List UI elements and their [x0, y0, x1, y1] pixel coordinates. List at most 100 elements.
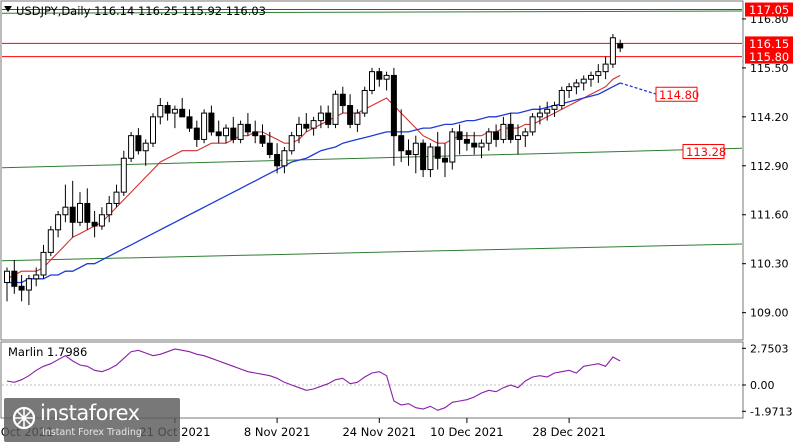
candle-body — [383, 74, 390, 80]
trend-line-1 — [1, 243, 743, 262]
candle-body — [157, 105, 164, 118]
candle-body — [25, 278, 32, 291]
candle-body — [113, 191, 120, 204]
candle-body — [602, 63, 609, 73]
candle — [369, 67, 375, 95]
candle-body — [595, 71, 602, 76]
candle-body — [252, 131, 259, 137]
candle-body — [588, 74, 594, 80]
candle — [383, 71, 390, 91]
instaforex-logo-icon — [12, 406, 36, 430]
candle — [617, 39, 624, 53]
candle-body — [354, 112, 361, 125]
candle-body — [471, 142, 478, 148]
price-tick-label: 112.90 — [750, 160, 789, 173]
candle — [84, 188, 91, 230]
candle — [354, 109, 361, 132]
candle — [609, 34, 616, 68]
candle — [215, 120, 222, 144]
candle — [544, 101, 551, 121]
indicator-tick-label: 0.00 — [750, 379, 775, 392]
candle-body — [420, 142, 427, 171]
candle — [332, 90, 339, 129]
candle — [412, 135, 419, 174]
candle-body — [580, 78, 587, 84]
candle — [390, 67, 397, 166]
candle-body — [223, 127, 229, 137]
level-label: 113.28 — [686, 145, 726, 159]
candle-body — [339, 93, 346, 107]
candle-body — [288, 135, 295, 152]
candle — [106, 195, 113, 223]
candle-body — [164, 105, 171, 114]
candle — [252, 120, 259, 144]
candle — [551, 101, 558, 117]
price-tick-label: 111.60 — [750, 209, 789, 222]
candle-body — [193, 127, 200, 140]
candle-body — [47, 229, 54, 253]
candle-body — [536, 112, 543, 118]
candle — [325, 105, 332, 129]
candle-body — [522, 131, 529, 137]
indicator-layer — [2, 348, 742, 411]
indicator-tick-label: 2.7503 — [750, 342, 789, 355]
candle — [18, 274, 25, 302]
candle — [405, 139, 412, 166]
candle-body — [11, 270, 18, 287]
candle — [62, 184, 69, 223]
candle — [529, 113, 536, 136]
candle-body — [427, 146, 434, 171]
candle — [266, 131, 273, 159]
candle-body — [215, 131, 222, 137]
forecast-dashed-line — [620, 82, 657, 95]
dropdown-triangle-icon[interactable] — [4, 6, 12, 12]
candle — [186, 109, 193, 132]
candle — [303, 113, 310, 132]
candle-body — [515, 135, 521, 140]
candle — [442, 143, 448, 178]
candle — [91, 210, 98, 238]
candle — [536, 105, 543, 125]
candle — [339, 86, 346, 114]
symbol-info: USDJPY,Daily 116.14 116.25 115.92 116.03 — [16, 4, 266, 18]
candle — [77, 192, 83, 227]
candle — [11, 259, 18, 294]
candle — [135, 128, 142, 155]
time-tick-label: 10 Dec 2021 — [430, 425, 503, 439]
chart-header: USDJPY,Daily 116.14 116.25 115.92 116.03 — [4, 4, 266, 18]
candle — [449, 128, 456, 170]
candle — [500, 116, 507, 144]
candle-body — [325, 112, 332, 125]
candle-body — [529, 116, 536, 133]
logo-name: instaforex — [40, 401, 140, 425]
candle-body — [478, 142, 485, 148]
candle-body — [361, 89, 368, 114]
candle — [193, 120, 200, 147]
candle-body — [398, 135, 405, 152]
candle — [208, 105, 215, 136]
candle — [522, 128, 529, 147]
candle-body — [376, 71, 383, 80]
candle-body — [98, 214, 105, 227]
candle-body — [617, 43, 624, 49]
candle-body — [150, 116, 156, 144]
candle — [274, 143, 281, 174]
price-axis: 116.80115.50114.20112.90111.60110.30109.… — [655, 2, 793, 418]
candle — [602, 56, 609, 80]
candle-body — [77, 202, 83, 223]
candle — [580, 75, 587, 91]
candle-body — [4, 270, 10, 284]
candle — [25, 274, 32, 306]
candle-body — [84, 202, 91, 223]
candle — [128, 131, 135, 163]
candle-body — [266, 142, 273, 155]
candle-body — [179, 108, 186, 118]
candle-body — [33, 274, 40, 280]
level-label-box — [655, 86, 698, 102]
time-tick-label: 8 Nov 2021 — [244, 425, 310, 439]
candle — [40, 244, 47, 279]
candle-body — [91, 221, 98, 227]
candle — [478, 139, 485, 159]
time-tick-label: 28 Dec 2021 — [532, 425, 605, 439]
level-label: 117.05 — [749, 3, 789, 17]
